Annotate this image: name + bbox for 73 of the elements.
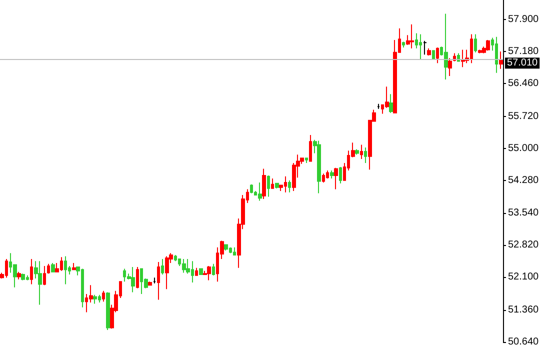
- candlestick: [199, 268, 203, 275]
- candlestick: [43, 266, 46, 286]
- y-tick-label: 51.360: [508, 304, 540, 316]
- candlestick: [355, 148, 359, 156]
- candlestick: [131, 266, 135, 293]
- candlestick: [444, 13, 448, 80]
- candlestick: [360, 144, 363, 160]
- candlestick: [427, 48, 431, 56]
- y-tick-label: 50.640: [508, 336, 540, 348]
- candlestick: [64, 256, 67, 285]
- candlestick: [93, 294, 97, 304]
- candlestick: [423, 40, 427, 56]
- candlestick: [339, 166, 342, 184]
- candlestick: [402, 41, 405, 48]
- candlestick: [436, 47, 439, 64]
- candlestick: [157, 262, 160, 300]
- candlestick: [47, 263, 50, 274]
- candlestick: [102, 290, 105, 302]
- y-tick-label: 57.180: [508, 46, 540, 58]
- y-tick-label: 55.720: [508, 110, 540, 122]
- candlestick: [233, 246, 236, 256]
- candlestick: [174, 254, 177, 262]
- candlestick: [364, 146, 367, 164]
- candlestick: [330, 170, 334, 180]
- candlestick: [72, 262, 76, 270]
- candlestick: [410, 24, 414, 49]
- candlestick: [258, 182, 262, 202]
- candlestick: [389, 94, 393, 114]
- candlestick: [474, 34, 477, 53]
- candlestick: [432, 50, 435, 60]
- candlestick: [461, 49, 465, 68]
- candlestick: [267, 174, 270, 198]
- candlestick: [195, 267, 198, 276]
- candlestick: [478, 49, 482, 54]
- candlestick: [136, 266, 139, 289]
- candlestick: [262, 168, 266, 200]
- candlestick: [486, 39, 490, 52]
- y-tick-label: 55.000: [508, 142, 540, 154]
- candlestick: [271, 178, 274, 189]
- candlestick: [21, 273, 25, 281]
- candlestick: [322, 173, 325, 184]
- candlestick: [288, 180, 291, 193]
- candlestick: [326, 170, 329, 180]
- candlestick: [207, 266, 211, 281]
- candlestick: [419, 34, 422, 60]
- y-tick-label: 57.900: [508, 14, 540, 26]
- candlestick: [334, 167, 338, 190]
- candlestick: [106, 292, 110, 331]
- candlestick: [30, 258, 33, 285]
- candlestick: [275, 182, 279, 189]
- candlestick: [317, 140, 321, 194]
- y-tick-label: 56.460: [508, 78, 540, 89]
- y-tick-label: 52.820: [508, 240, 540, 251]
- candlestick: [165, 256, 169, 290]
- candlestick: [212, 263, 215, 276]
- candlestick: [38, 260, 42, 306]
- candlestick: [182, 258, 186, 274]
- candlestick: [153, 277, 156, 284]
- candlestick: [499, 51, 503, 70]
- candlestick: [250, 184, 253, 194]
- candlestick: [51, 262, 55, 272]
- y-tick-label: 54.280: [508, 174, 540, 186]
- candlestick: [17, 271, 21, 280]
- candlestick: [309, 134, 312, 162]
- candlestick: [161, 258, 164, 275]
- y-tick-label: 53.540: [508, 208, 540, 219]
- candlestick: [448, 58, 452, 76]
- ref-line-label: 57.010: [507, 58, 538, 69]
- candlestick: [224, 244, 228, 252]
- y-tick-label: 52.100: [508, 272, 540, 283]
- candlestick: [495, 36, 498, 74]
- candlestick: [305, 158, 308, 164]
- candlestick: [148, 281, 152, 286]
